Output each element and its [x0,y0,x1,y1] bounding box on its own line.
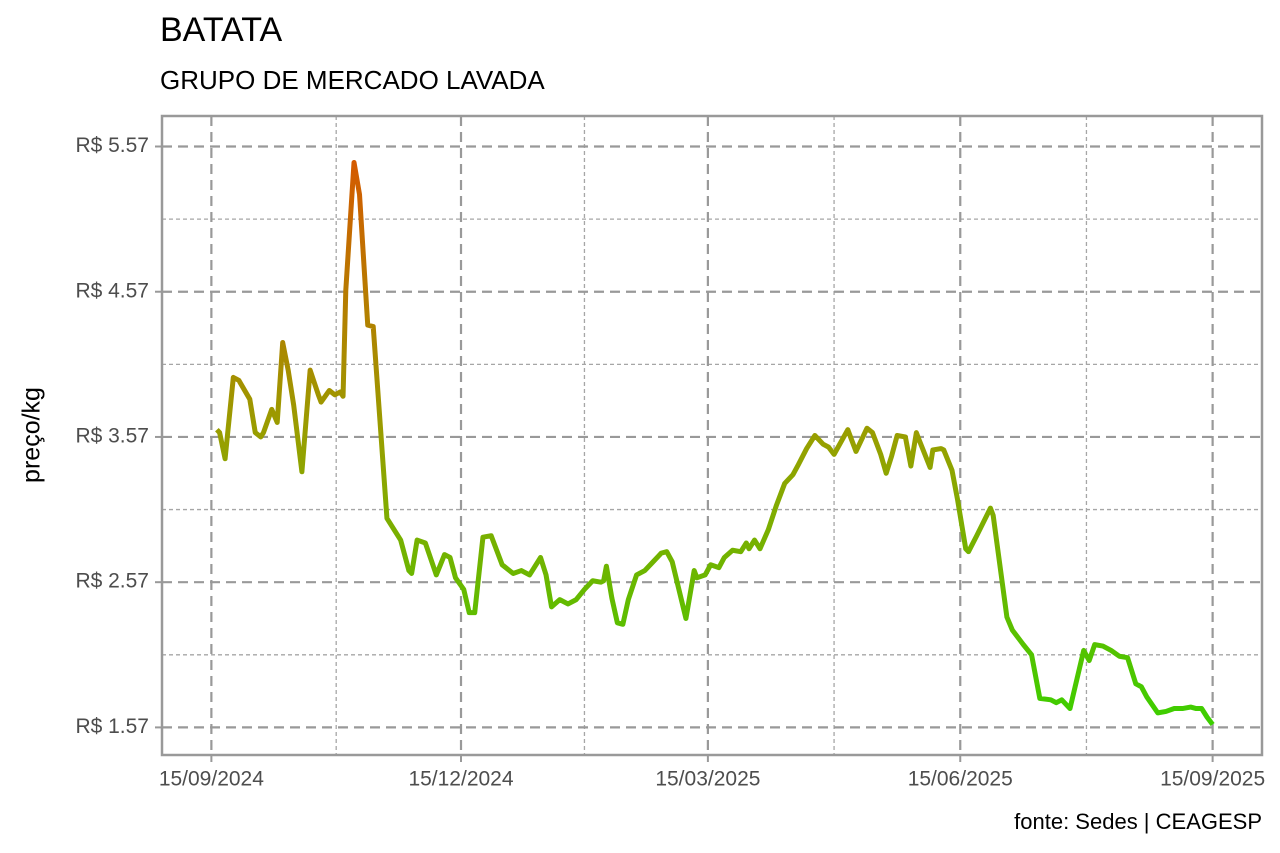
chart-subtitle: GRUPO DE MERCADO LAVADA [160,65,545,95]
plot-border [160,114,1264,757]
y-axis-label: preço/kg [18,387,46,483]
price-line [215,159,1215,727]
y-tick-label: R$ 3.57 [75,424,149,447]
y-tick-label: R$ 4.57 [75,279,149,302]
y-tick-label: R$ 1.57 [75,715,149,738]
y-tick-label: R$ 2.57 [75,570,149,593]
x-tick-label: 15/06/2025 [908,768,1013,791]
y-tick-label: R$ 5.57 [75,134,149,157]
x-tick-label: 15/03/2025 [655,768,760,791]
x-tick-label: 15/09/2024 [159,768,264,791]
caption: fonte: Sedes | CEAGESP [1014,809,1262,834]
x-tick-label: 15/09/2025 [1160,768,1265,791]
x-tick-label: 15/12/2024 [408,768,513,791]
chart-title: BATATA [160,11,282,49]
